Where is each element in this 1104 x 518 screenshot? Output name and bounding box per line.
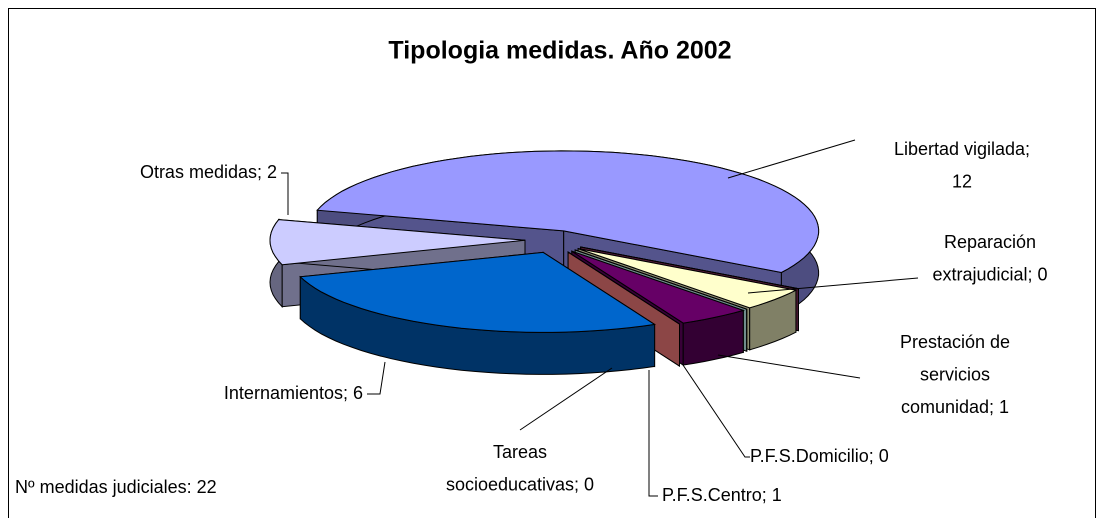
data-label: extrajudicial; 0: [932, 264, 1047, 284]
data-label: comunidad; 1: [901, 397, 1009, 417]
note: Nº medidas judiciales: 22: [15, 477, 217, 497]
data-label: Libertad vigilada;: [894, 139, 1030, 159]
slice-top: [316, 150, 820, 274]
slice-top: [269, 219, 526, 266]
slice-top: [567, 251, 680, 325]
leader-line: [519, 367, 613, 431]
slice-tops: [269, 150, 820, 333]
leader-line: [281, 172, 289, 215]
leader-line: [648, 370, 658, 497]
data-label: Reparación: [944, 232, 1036, 252]
data-label: Otras medidas; 2: [140, 162, 277, 182]
chart-title: Tipologia medidas. Año 2002: [388, 37, 731, 65]
data-label: 12: [952, 171, 972, 191]
slice-top: [577, 248, 798, 309]
leader-line: [717, 354, 861, 379]
data-label: Prestación de: [900, 332, 1010, 352]
data-label: P.F.S.Centro; 1: [662, 485, 782, 505]
slice-top: [571, 250, 745, 324]
data-label: Tareas: [493, 442, 547, 462]
data-label: Internamientos; 6: [224, 383, 363, 403]
slice-top: [575, 249, 747, 310]
leader-line: [727, 139, 856, 179]
leader-line: [682, 364, 750, 458]
leader-line: [367, 361, 386, 395]
leader-line: [747, 277, 919, 294]
slice-top: [299, 251, 656, 333]
data-label: P.F.S.Domicilio; 0: [750, 446, 889, 466]
data-label: servicios: [920, 364, 990, 384]
data-label: socioeducativas; 0: [446, 474, 594, 494]
